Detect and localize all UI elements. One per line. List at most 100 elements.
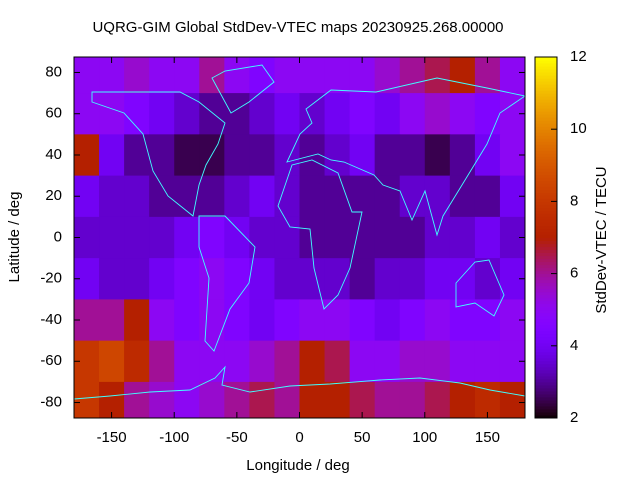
colorbar-step (535, 156, 557, 160)
colorbar-step (535, 96, 557, 100)
colorbar-step (535, 387, 557, 392)
colorbar-tick-label: 10 (570, 120, 587, 137)
colorbar-step (535, 294, 557, 299)
heat-cell (224, 258, 250, 300)
heat-cell (449, 299, 476, 342)
colorbar-step (535, 60, 557, 64)
colorbar-step (535, 327, 557, 332)
heat-cell (299, 93, 326, 135)
heat-cell (374, 93, 401, 135)
colorbar-step (535, 339, 557, 344)
colorbar-step (535, 117, 557, 121)
colorbar-step (535, 312, 557, 317)
colorbar-tick-label: 6 (570, 265, 578, 282)
y-tick-label: -40 (40, 311, 62, 328)
colorbar-step (535, 186, 557, 190)
x-tick-label: 50 (354, 429, 371, 446)
heat-cell (149, 381, 175, 419)
colorbar-step (535, 90, 557, 94)
heat-cell (374, 258, 401, 300)
x-tick-label: -100 (159, 429, 189, 446)
heat-cell (299, 340, 326, 383)
chart-title: UQRG-GIM Global StdDev-VTEC maps 2023092… (92, 19, 503, 36)
colorbar-step (535, 93, 557, 97)
heat-cell (349, 299, 376, 342)
colorbar-step (535, 267, 557, 272)
colorbar-step (535, 282, 557, 287)
heat-cell (124, 175, 150, 218)
heat-cell (224, 299, 250, 342)
heat-cell (374, 216, 401, 259)
colorbar-step (535, 348, 557, 353)
x-tick-label: -150 (97, 429, 127, 446)
heat-cell (449, 134, 476, 177)
colorbar-step (535, 243, 557, 248)
colorbar-step (535, 201, 557, 205)
heat-cell (199, 57, 225, 94)
colorbar-step (535, 354, 557, 359)
coastline (91, 91, 226, 217)
heat-cell (449, 381, 476, 419)
heat-cell (124, 134, 150, 177)
colorbar-step (535, 159, 557, 163)
heat-cell (324, 57, 351, 94)
colorbar-step (535, 66, 557, 70)
colorbar-step (535, 270, 557, 275)
colorbar-step (535, 330, 557, 335)
heat-cell (99, 299, 125, 342)
heat-cell (349, 340, 376, 383)
heat-cell (174, 57, 200, 94)
colorbar-step (535, 288, 557, 293)
colorbar-step (535, 237, 557, 242)
colorbar-step (535, 351, 557, 356)
heat-cell (174, 340, 200, 383)
heat-cell (474, 175, 501, 218)
heat-cell (124, 258, 150, 300)
colorbar-step (535, 189, 557, 193)
colorbar-step (535, 273, 557, 278)
colorbar-step (535, 195, 557, 199)
colorbar-step (535, 177, 557, 181)
heat-cell (274, 134, 300, 177)
heat-cell (449, 258, 476, 300)
heat-cell (224, 175, 250, 218)
heat-cell (249, 175, 275, 218)
colorbar-step (535, 78, 557, 82)
heat-cell (324, 175, 351, 218)
heat-cell (349, 93, 376, 135)
heat-cell (474, 134, 501, 177)
colorbar-step (535, 285, 557, 290)
coastline (198, 215, 256, 352)
heat-cell (124, 381, 150, 419)
coastline (211, 64, 275, 114)
colorbar-step (535, 81, 557, 85)
heat-cell (324, 381, 351, 419)
heat-cell (199, 216, 225, 259)
heat-cell (224, 57, 250, 94)
heat-cell (324, 299, 351, 342)
colorbar-step (535, 321, 557, 326)
colorbar-step (535, 360, 557, 365)
heat-cell (424, 381, 451, 419)
colorbar-step (535, 99, 557, 103)
colorbar-step (535, 132, 557, 136)
heat-cell (274, 93, 300, 135)
colorbar-step (535, 396, 557, 401)
heat-cell (224, 340, 250, 383)
heat-cell (149, 216, 175, 259)
colorbar-step (535, 204, 557, 208)
heat-cell (149, 340, 175, 383)
colorbar-step (535, 87, 557, 91)
heat-cell (424, 299, 451, 342)
heat-cell (399, 340, 426, 383)
colorbar-step (535, 372, 557, 377)
colorbar-step (535, 75, 557, 79)
heat-cell (274, 175, 300, 218)
heat-cell (199, 175, 225, 218)
colorbar-step (535, 171, 557, 175)
colorbar-step (535, 402, 557, 407)
colorbar-step (535, 222, 557, 226)
colorbar-step (535, 240, 557, 245)
heat-cell (124, 340, 150, 383)
